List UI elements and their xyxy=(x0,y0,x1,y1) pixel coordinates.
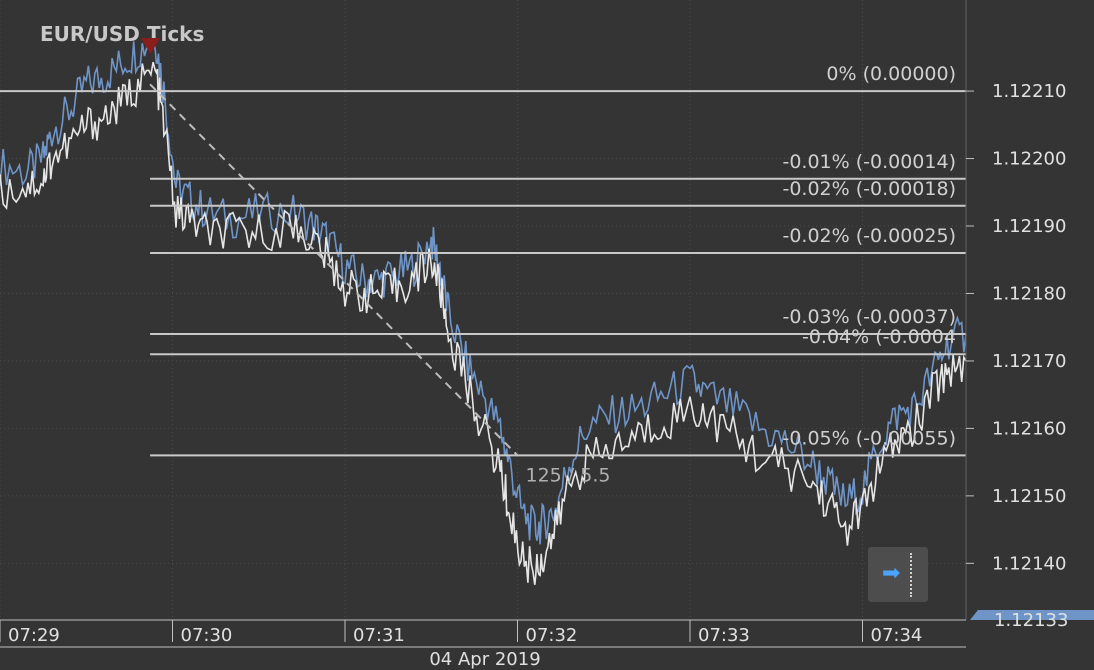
fib-level-label: -0.02% (-0.00018) xyxy=(782,178,956,200)
y-tick-label: 1.12150 xyxy=(992,486,1066,507)
y-tick-label: 1.12180 xyxy=(992,283,1066,304)
y-tick-label: 1.12210 xyxy=(992,81,1066,102)
fib-level-label: -0.03% (-0.00037) xyxy=(782,306,956,328)
chart-title: EUR/USD Ticks xyxy=(40,22,204,46)
trend-line-label: 125 / 5.5 xyxy=(526,464,611,486)
fibonacci-retracement: 0% (0.00000) -0.01% (-0.00014) -0.02% (-0.… xyxy=(0,63,966,457)
y-tick-label: 1.12190 xyxy=(992,216,1066,237)
fib-level-label: -0.02% (-0.00025) xyxy=(782,225,956,247)
last-price-label: 1.12133 xyxy=(994,610,1068,631)
x-tick-label: 07:34 xyxy=(871,625,923,646)
y-tick-label: 1.12170 xyxy=(992,351,1066,372)
x-tick-label: 07:30 xyxy=(181,625,233,646)
time-axis: 07:29 07:30 07:31 07:32 07:33 07:34 xyxy=(0,620,922,646)
trend-line: 125 / 5.5 xyxy=(149,83,611,486)
y-tick-label: 1.12200 xyxy=(992,149,1066,170)
x-tick-label: 07:33 xyxy=(698,625,750,646)
x-tick-label: 07:29 xyxy=(8,625,60,646)
last-price-tag: 1.12133 xyxy=(970,610,1094,631)
pointer-arrow-icon xyxy=(141,38,160,54)
x-tick-label: 07:31 xyxy=(353,625,405,646)
fib-level-label: -0.05% (-0.00055) xyxy=(782,427,956,449)
price-series xyxy=(0,38,967,585)
x-tick-label: 07:32 xyxy=(526,625,578,646)
y-tick-label: 1.12140 xyxy=(992,553,1066,574)
handle-dots-icon xyxy=(910,553,916,597)
date-label: 04 Apr 2019 xyxy=(429,649,540,670)
series-line-0 xyxy=(0,38,967,545)
price-axis: 1.12210 1.12200 1.12190 1.12180 1.12170 1.121… xyxy=(966,81,1066,574)
arrow-right-icon: ➡ xyxy=(882,561,901,586)
fib-level-label: -0.04% (-0.0004 xyxy=(802,326,956,348)
fib-level-label: -0.01% (-0.00014) xyxy=(782,151,956,173)
trend-line-segment[interactable] xyxy=(149,83,519,457)
fib-level-label: 0% (0.00000) xyxy=(826,63,956,85)
scroll-to-latest-button[interactable]: ➡ xyxy=(868,547,928,602)
series-line-1 xyxy=(0,61,967,585)
y-tick-label: 1.12160 xyxy=(992,418,1066,439)
